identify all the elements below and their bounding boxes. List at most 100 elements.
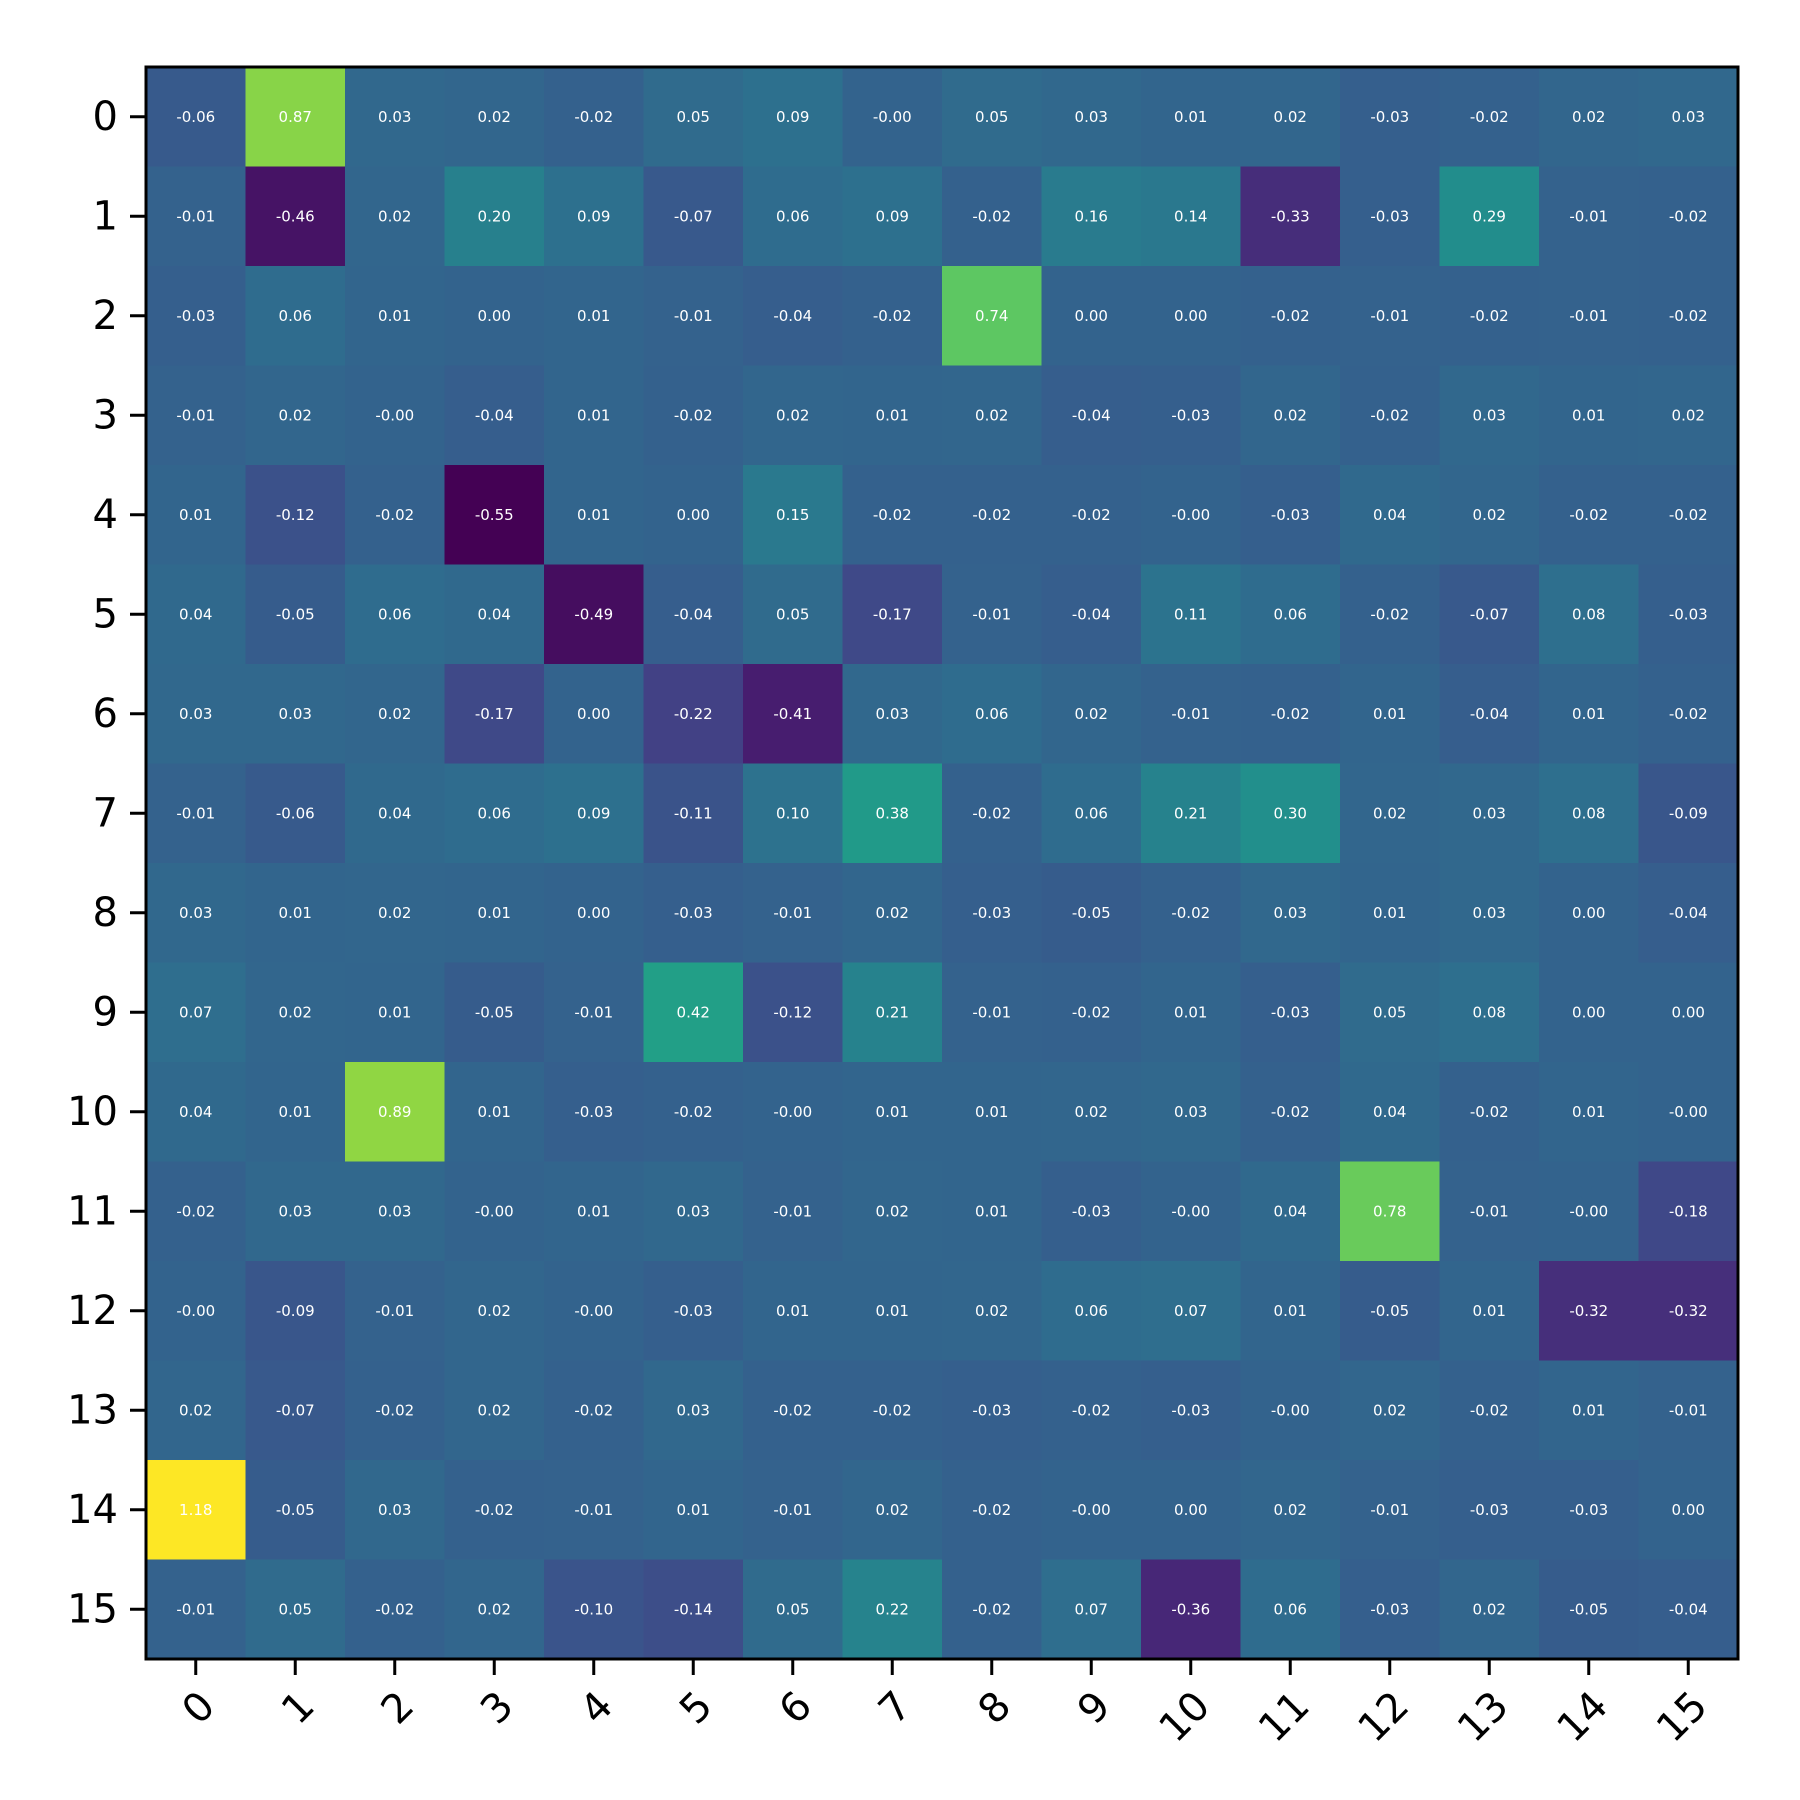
heatmap-cell [743,1460,844,1561]
heatmap-cell [1141,266,1242,367]
cell-value-label: -0.01 [773,1202,812,1220]
cell-value-label: -0.02 [475,1501,514,1519]
cell-value-label: 0.16 [1075,207,1108,225]
heatmap-cell [146,1559,247,1660]
cell-value-label: 0.38 [876,804,909,822]
heatmap-cell [942,1460,1043,1561]
cell-value-label: 0.01 [876,406,909,424]
cell-value-label: -0.02 [773,1401,812,1419]
cell-value-label: 0.03 [179,705,212,723]
heatmap-cell [643,1261,744,1362]
cell-value-label: -0.03 [972,904,1011,922]
cell-value-label: -0.02 [1370,605,1409,623]
cell-value-label: -0.02 [574,1401,613,1419]
x-tick-label: 1 [273,1683,324,1734]
heatmap-cell [1539,67,1640,168]
heatmap-cell [1041,166,1142,267]
heatmap-cell [942,365,1043,466]
cell-value-label: 0.06 [1075,804,1108,822]
cell-value-label: -0.02 [972,506,1011,524]
heatmap-cell [842,465,943,566]
heatmap-cell [444,664,545,765]
heatmap-cell [1638,664,1739,765]
cell-value-label: 0.04 [1373,1103,1406,1121]
heatmap-cell [544,266,645,367]
heatmap-cell [842,1062,943,1163]
heatmap-cell [1240,1559,1341,1660]
heatmap-cell [345,67,446,168]
heatmap-cell [643,1559,744,1660]
cell-value-label: -0.03 [176,307,215,325]
heatmap-cell [1240,962,1341,1063]
heatmap-cell [1240,1360,1341,1461]
heatmap-cell [1539,1559,1640,1660]
heatmap-cell [544,863,645,964]
heatmap-cell [444,1062,545,1163]
cell-value-label: -0.00 [1569,1202,1608,1220]
heatmap-cell [1340,664,1441,765]
cell-value-label: -0.11 [674,804,713,822]
x-tick-label: 0 [173,1683,224,1734]
cell-value-label: 0.02 [1274,406,1307,424]
x-tick-label: 15 [1648,1683,1717,1752]
heatmap-cell [1638,1062,1739,1163]
heatmap-cell [643,962,744,1063]
cell-value-label: -0.03 [674,904,713,922]
cell-value-label: -0.02 [375,1401,414,1419]
heatmap-cell [544,1460,645,1561]
cell-value-label: -0.02 [674,406,713,424]
heatmap-cell [544,67,645,168]
heatmap-cell [345,1559,446,1660]
cell-value-label: 0.00 [1572,1003,1605,1021]
heatmap-cell [444,1360,545,1461]
heatmap-cell [544,564,645,665]
heatmap-cell [245,1161,346,1262]
x-tick-label: 7 [870,1683,921,1734]
cell-value-label: -0.01 [176,207,215,225]
cell-value-label: 0.78 [1373,1202,1406,1220]
heatmap-cell [1340,1261,1441,1362]
cell-value-label: -0.01 [773,904,812,922]
heatmap-cell [245,1460,346,1561]
heatmap-cell [942,564,1043,665]
cell-value-label: 0.01 [179,506,212,524]
cell-value-label: -0.00 [176,1302,215,1320]
heatmap-cell [743,962,844,1063]
heatmap-cell [1638,863,1739,964]
cell-value-label: -0.01 [972,1003,1011,1021]
cell-value-label: 0.01 [1572,705,1605,723]
cell-value-label: -0.01 [1669,1401,1708,1419]
cell-value-label: -0.09 [276,1302,315,1320]
heatmap-cell [842,1460,943,1561]
heatmap-cell [643,564,744,665]
cell-value-label: 0.02 [1672,406,1705,424]
heatmap-cell [743,1062,844,1163]
cell-value-label: -0.00 [1171,1202,1210,1220]
heatmap-cell [1141,1062,1242,1163]
heatmap-cell [1539,564,1640,665]
heatmap-cell [345,763,446,864]
cell-value-label: 0.11 [1174,605,1207,623]
heatmap-cell [345,365,446,466]
cell-value-label: 0.06 [378,605,411,623]
cell-value-label: 0.03 [1672,108,1705,126]
cell-value-label: 0.08 [1572,605,1605,623]
heatmap-cell [146,365,247,466]
cell-value-label: -0.32 [1669,1302,1708,1320]
cell-value-label: -0.05 [276,605,315,623]
heatmap-cell [643,465,744,566]
cell-value-label: 0.00 [478,307,511,325]
cell-value-label: -0.01 [674,307,713,325]
heatmap-cell [1240,763,1341,864]
heatmap-cell [1240,67,1341,168]
cell-value-label: -0.03 [1370,1600,1409,1618]
y-tick-label: 5 [93,591,118,637]
heatmap-cell [1439,664,1540,765]
x-tick-label: 13 [1449,1683,1518,1752]
heatmap-cell [743,1360,844,1461]
heatmap-cell [1041,266,1142,367]
cell-value-label: -0.49 [574,605,613,623]
cell-value-label: 0.20 [478,207,511,225]
